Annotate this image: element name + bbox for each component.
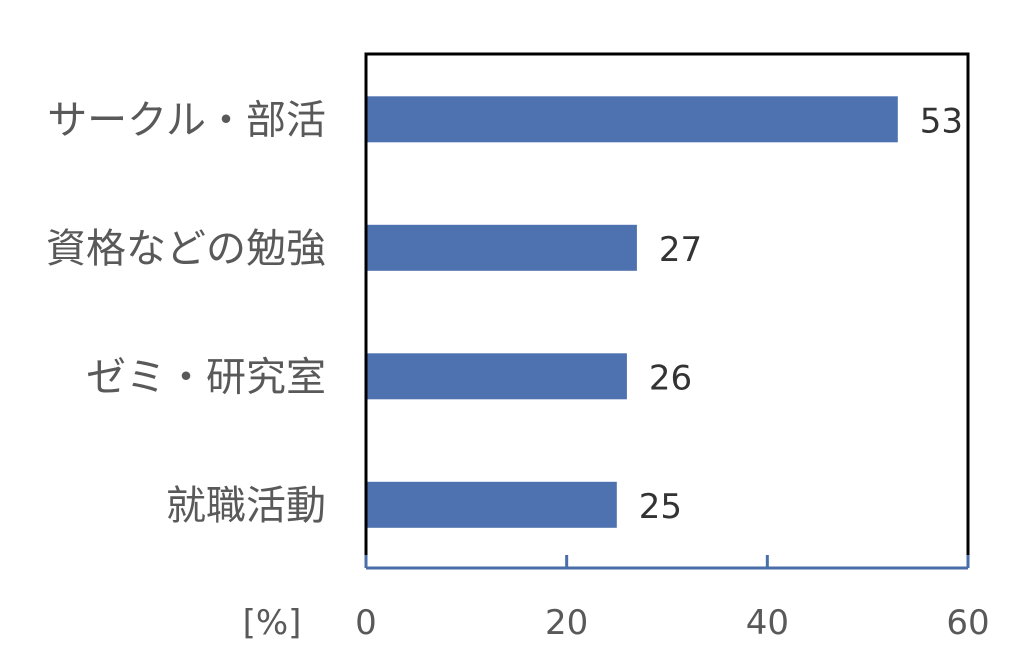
plot-frame xyxy=(364,52,970,568)
bar-3 xyxy=(366,481,617,528)
value-label-0: 53 xyxy=(920,101,963,141)
bars-layer xyxy=(366,96,898,528)
category-label-3: 就職活動 xyxy=(166,483,326,529)
x-tick-label-1: 20 xyxy=(545,603,588,643)
axis-layer: 0 20 40 60 [%] xyxy=(243,52,990,643)
bar-1 xyxy=(366,224,637,271)
category-label-2: ゼミ・研究室 xyxy=(86,354,326,400)
labels-layer: 53 サークル・部活 27 資格などの勉強 26 ゼミ・研究室 25 就職活動 xyxy=(46,97,963,529)
x-tick-label-0: 0 xyxy=(355,603,377,643)
value-label-1: 27 xyxy=(659,230,702,270)
value-label-3: 25 xyxy=(639,487,682,527)
value-label-2: 26 xyxy=(649,358,692,398)
category-label-0: サークル・部活 xyxy=(47,97,326,143)
bar-2 xyxy=(366,353,627,400)
x-tick-label-3: 60 xyxy=(946,603,989,643)
bar-0 xyxy=(366,96,898,143)
category-label-1: 資格などの勉強 xyxy=(46,226,326,272)
x-tick-label-2: 40 xyxy=(746,603,789,643)
x-unit-label: [%] xyxy=(243,603,302,643)
